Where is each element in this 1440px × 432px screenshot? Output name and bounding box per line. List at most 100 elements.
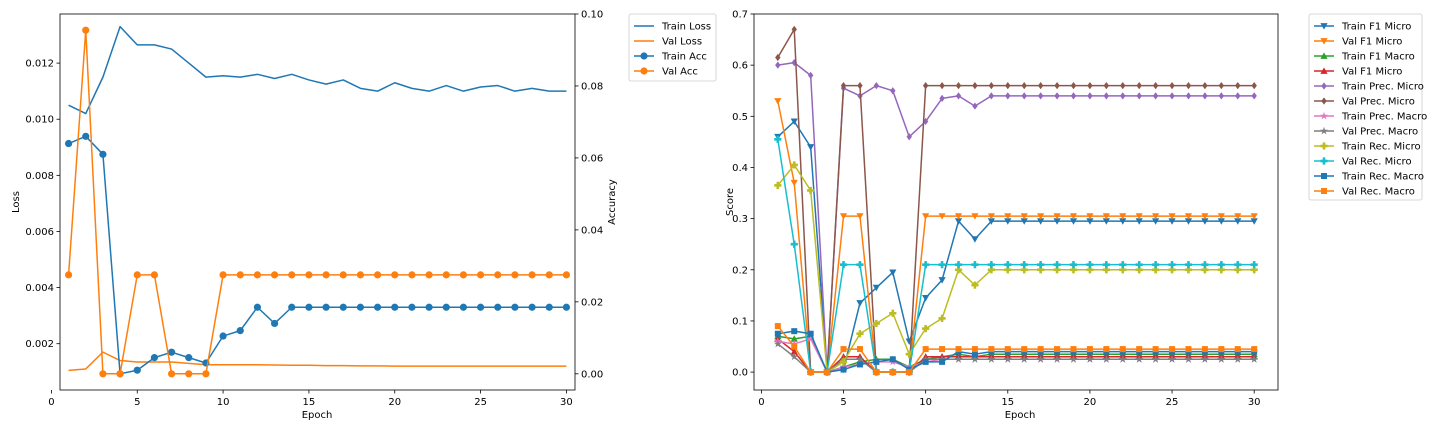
data-point (1069, 218, 1078, 225)
score-y-tick-label: 0.7 (732, 10, 748, 21)
score-y-ticks: 0.0 0.1 0.2 0.3 0.4 0.5 0.6 0.7 (732, 10, 754, 379)
data-point (889, 369, 896, 376)
series-train-loss (68, 25, 567, 115)
data-point (889, 269, 897, 276)
score-y-tick-label: 0.1 (732, 316, 748, 327)
data-point (1004, 346, 1011, 353)
data-point (1005, 82, 1011, 90)
score-y-axis-label: Score (725, 188, 736, 216)
legend-marker (1320, 67, 1328, 74)
data-point (476, 271, 485, 279)
data-point (1103, 92, 1110, 100)
data-point (1250, 213, 1258, 220)
data-point (774, 330, 781, 337)
data-point (1102, 266, 1110, 274)
legend-marker (1320, 126, 1328, 135)
data-point (270, 319, 279, 328)
data-point (791, 328, 798, 335)
series-line-train-prec-micro (777, 61, 1255, 373)
data-point (988, 346, 995, 353)
legend-item: Val Loss (634, 37, 702, 48)
data-point (1185, 346, 1192, 353)
data-point (774, 181, 782, 189)
data-point (1005, 92, 1011, 100)
data-point (1103, 346, 1110, 353)
loss-x-axis-label: Epoch (302, 410, 333, 421)
data-point (955, 82, 962, 90)
score-x-tick-label: 0 (758, 397, 764, 408)
data-point (64, 271, 73, 279)
data-point (856, 300, 864, 307)
series-val-acc (64, 26, 571, 378)
data-point (1168, 218, 1176, 225)
data-point (1185, 92, 1192, 100)
data-point (1020, 355, 1029, 363)
data-point (1250, 355, 1259, 363)
legend-item: Val Acc (634, 67, 698, 78)
data-point (1103, 82, 1110, 90)
data-point (1168, 261, 1176, 269)
data-point (1119, 266, 1127, 274)
loss-x-tick-label: 15 (303, 397, 316, 408)
data-point (972, 82, 978, 90)
data-point (807, 330, 814, 337)
series-line-train-f1-micro (777, 120, 1255, 373)
accuracy-y-tick-label: 0.02 (581, 297, 603, 308)
loss-x-tick-label: 0 (48, 397, 54, 408)
data-point (167, 370, 176, 378)
data-point (1004, 261, 1012, 269)
data-point (1086, 261, 1094, 269)
data-point (1054, 346, 1061, 353)
data-point (922, 213, 930, 220)
data-point (1152, 213, 1160, 220)
legend-label: Val F1 Micro (1342, 67, 1402, 78)
score-legend: Train F1 Micro Val F1 Micro Train F1 Macro… (1308, 13, 1427, 201)
data-point (1004, 266, 1012, 274)
series-train-prec-micro (775, 58, 1257, 376)
data-point (356, 271, 365, 279)
data-point (1069, 266, 1078, 274)
data-point (1070, 346, 1077, 353)
data-point (1037, 92, 1044, 100)
data-point (1119, 213, 1127, 220)
data-point (185, 370, 193, 378)
data-point (774, 98, 782, 105)
data-point (339, 271, 347, 279)
score-x-tick-label: 20 (1084, 397, 1097, 408)
loss-x-tick-label: 10 (217, 397, 230, 408)
data-point (1069, 261, 1078, 269)
score-y-tick-label: 0.3 (732, 214, 748, 225)
data-point (1054, 82, 1060, 90)
loss-y-tick-label: 0.004 (25, 283, 54, 294)
accuracy-y-tick-label: 0.08 (581, 81, 603, 92)
data-point (236, 327, 244, 335)
data-point (1217, 213, 1225, 220)
data-point (970, 355, 979, 363)
series-line-val-prec-macro (777, 343, 1255, 373)
data-point (873, 358, 880, 365)
data-point (545, 271, 553, 279)
data-point (1003, 355, 1012, 363)
legend-label: Val F1 Micro (1342, 37, 1402, 48)
data-point (1004, 218, 1012, 225)
data-point (1201, 266, 1209, 274)
data-point (839, 213, 848, 220)
data-point (562, 271, 571, 279)
data-point (1217, 261, 1225, 269)
data-point (202, 370, 210, 378)
data-point (1202, 92, 1208, 100)
data-point (1070, 82, 1077, 90)
data-point (1152, 261, 1160, 269)
data-point (545, 303, 553, 311)
data-point (391, 303, 399, 311)
data-point (408, 271, 416, 279)
data-point (1085, 355, 1094, 363)
data-point (1184, 213, 1193, 220)
legend-label: Train F1 Macro (1341, 52, 1415, 63)
series-line-val-prec-micro (777, 28, 1255, 373)
legend-item: Train Loss (634, 22, 711, 33)
data-point (1201, 213, 1209, 220)
data-point (775, 61, 781, 69)
data-point (185, 354, 193, 362)
data-point (373, 303, 382, 311)
